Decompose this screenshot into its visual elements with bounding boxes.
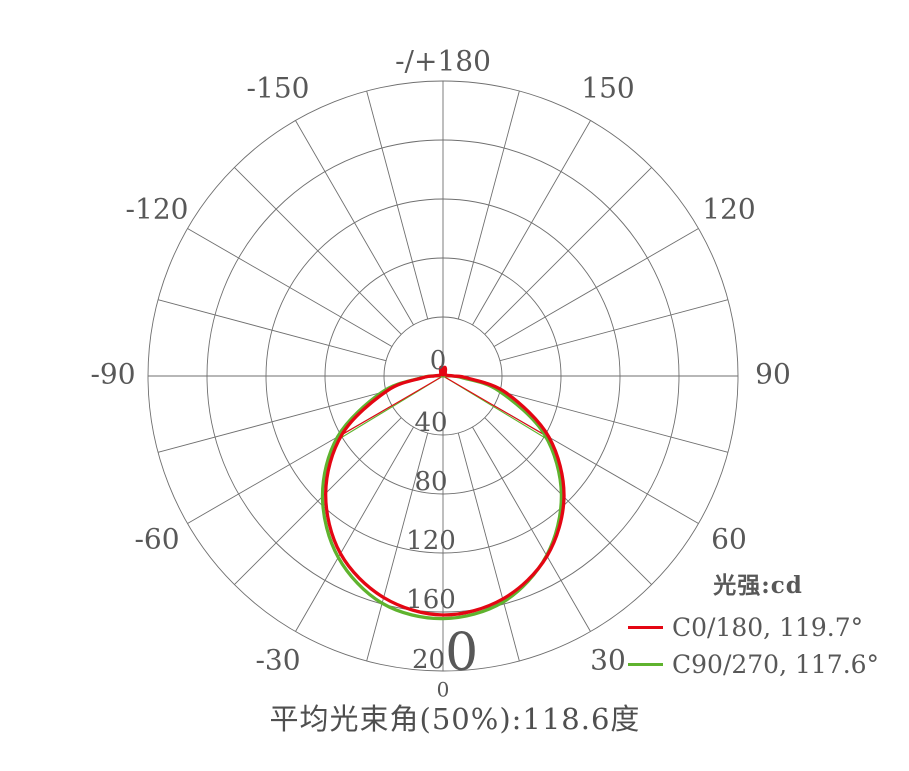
legend: 光强:cd C0/180, 119.7° C90/270, 117.6° [628,566,900,683]
grid-spoke [187,228,393,347]
legend-label-c90-270: C90/270, 117.6° [672,650,880,679]
angle-tick-label: -/+180 [395,45,491,78]
angle-tick-label: 0 [437,678,450,702]
series-curve-c0-180 [324,365,566,617]
grid-spoke [234,417,402,585]
radial-tick-label-200: 200 [412,623,478,683]
legend-entry-c90-270: C90/270, 117.6° [628,646,900,683]
grid-spoke [295,426,414,632]
angle-tick-label: -120 [126,193,189,226]
grid-spoke [484,167,652,335]
grid-spoke [493,228,699,347]
grid-spoke [457,90,520,320]
grid-spoke [472,426,591,632]
radial-tick-label: 160 [406,585,456,615]
grid-spoke [499,299,729,362]
grid-spoke [457,432,520,662]
radial-tick-label: 40 [414,408,447,438]
beam-angle-line-c0-180 [442,375,547,437]
grid-spoke [295,120,414,326]
angle-tick-label: 150 [581,72,634,105]
legend-swatch-c90-270 [628,663,663,666]
angle-tick-label: -90 [90,358,135,391]
grid-spoke [234,167,402,335]
grid-spoke [366,90,429,320]
angle-tick-label: 120 [702,193,755,226]
angle-tick-label: -60 [134,523,179,556]
grid-spoke [499,390,729,453]
radial-tick-label-0: 0 [430,346,447,376]
angle-tick-label: 60 [711,523,747,556]
angle-tick-label: 90 [755,358,791,391]
grid-spoke [366,432,429,662]
grid-spoke [157,390,387,453]
grid-spoke [472,120,591,326]
beam-angle-line-c0-180 [339,375,444,437]
grid-spoke [484,417,652,585]
average-beam-angle-text: 平均光束角(50%):118.6度 [269,702,641,736]
radial-tick-label: 120 [406,526,456,556]
angle-tick-label: -30 [255,644,300,677]
grid-spoke [157,299,387,362]
legend-title: 光强:cd [713,572,803,599]
legend-swatch-c0-180 [628,626,663,629]
radial-tick-label: 80 [414,467,447,497]
legend-entry-c0-180: C0/180, 119.7° [628,609,900,646]
angle-tick-label: 30 [590,644,626,677]
legend-label-c0-180: C0/180, 119.7° [672,613,864,642]
angle-tick-label: -150 [247,72,310,105]
